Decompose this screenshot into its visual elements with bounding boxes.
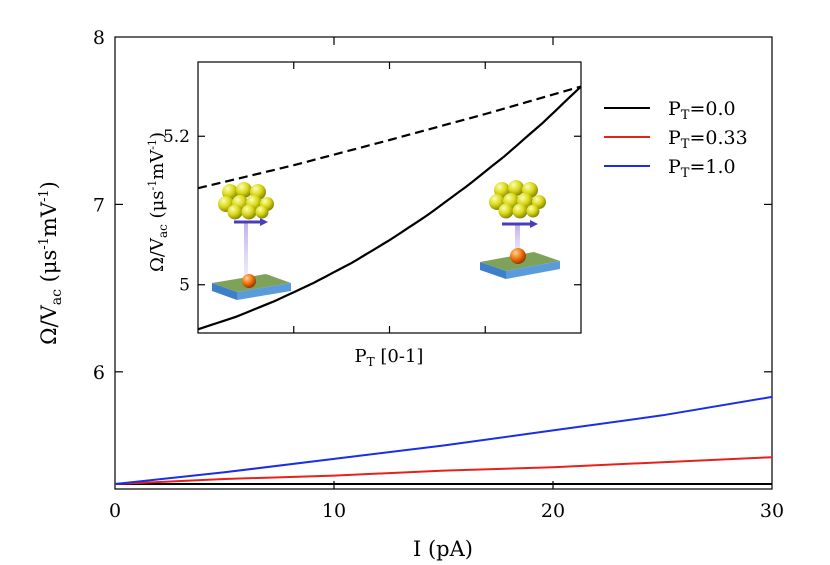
inset-series-line-solid: [197, 85, 582, 331]
spin-arrowhead-left: [260, 218, 268, 226]
main-y-title-main: Ω/V: [37, 304, 61, 344]
tip-cluster-left: [218, 182, 274, 220]
legend-label-pt-1: PT=1.0: [668, 156, 736, 181]
inset-x-title-main: P: [355, 346, 367, 367]
surface-slab-right-side: [480, 262, 506, 279]
inset-y-title-exp1: -1: [146, 180, 159, 191]
main-series: [114, 395, 773, 485]
tunnel-beam-left: [244, 222, 248, 278]
main-x-tick-label: 20: [541, 500, 565, 522]
main-x-tick-label: 0: [109, 500, 121, 522]
surface-slab-left-side: [212, 283, 237, 300]
inset-plot: 55.2: [146, 61, 582, 369]
main-y-title-units: (μs: [37, 250, 61, 289]
main-x-axis-title: I (pA): [413, 537, 473, 561]
adatom-left: [242, 274, 256, 288]
inset-y-title-sub: ac: [156, 224, 170, 238]
legend-1-rest: =0.33: [689, 127, 747, 149]
tip-illustration-right: [480, 180, 560, 279]
main-plot: 0 10 20 30 678 I (pA) Ω/Vac (μs-1mV-1) PT=0…: [37, 27, 784, 561]
legend-1-sub: T: [681, 137, 690, 152]
tip-illustration-left: [212, 182, 291, 300]
surface-slab-left-front: [237, 283, 291, 300]
tip-cluster-right: [489, 180, 546, 219]
adatom-right: [510, 248, 526, 264]
legend-2-sub: T: [681, 166, 690, 181]
legend-1-main: P: [668, 127, 681, 149]
inset-x-title-rest: [0-1]: [375, 346, 424, 367]
main-x-tick-label: 30: [760, 500, 784, 522]
inset-y-title-exp2: -1: [146, 139, 159, 150]
main-x-tick-label: 10: [322, 500, 346, 522]
main-series-line-1: [114, 456, 773, 485]
inset-y-title-units: (μs: [147, 190, 168, 224]
legend-0-main: P: [668, 98, 681, 120]
legend-2-rest: =1.0: [689, 156, 735, 178]
spin-arrowhead-right: [530, 220, 538, 228]
main-series-line-2: [114, 395, 773, 485]
inset-x-axis-title: PT [0-1]: [355, 346, 424, 369]
main-y-title-sub: ac: [49, 289, 65, 305]
main-y-title-close: ): [37, 181, 61, 189]
main-plot-frame: [114, 36, 773, 490]
legend-2-main: P: [668, 156, 681, 178]
main-y-tick-label: 8: [93, 27, 105, 49]
inset-y-tick-label: 5.2: [163, 127, 190, 147]
inset-y-title-close: ): [147, 132, 168, 139]
inset-y-tick-label: 5: [179, 276, 190, 296]
main-y-title-mid: mV: [37, 201, 61, 237]
main-y-title-exp1: -1: [37, 237, 52, 250]
tunnel-beam-right: [515, 224, 520, 256]
inset-series: [197, 85, 582, 331]
inset-y-title-main: Ω/V: [147, 237, 168, 272]
inset-y-title-mid: mV: [147, 149, 168, 180]
surface-slab-right-front: [506, 261, 560, 279]
legend-0-rest: =0.0: [689, 98, 735, 120]
inset-y-axis-title: Ω/Vac (μs-1mV-1): [146, 132, 170, 272]
main-y-tick-label: 7: [93, 194, 105, 216]
inset-series-line-dashed: [197, 85, 582, 190]
legend-label-pt-033: PT=0.33: [668, 127, 748, 152]
legend-0-sub: T: [681, 108, 690, 123]
main-y-axis-title: Ω/Vac (μs-1mV-1): [37, 181, 65, 345]
legend: PT=0.0 PT=0.33 PT=1.0: [604, 98, 748, 181]
inset-x-title-sub: T: [367, 355, 375, 369]
legend-label-pt-0: PT=0.0: [668, 98, 736, 123]
main-y-tick-label: 6: [93, 362, 105, 384]
main-x-ticks: 0 10 20 30: [109, 37, 784, 522]
main-y-title-exp2: -1: [37, 189, 52, 202]
inset-ticks: 55.2: [163, 62, 581, 333]
main-y-ticks: 6 7 8: [93, 27, 772, 384]
